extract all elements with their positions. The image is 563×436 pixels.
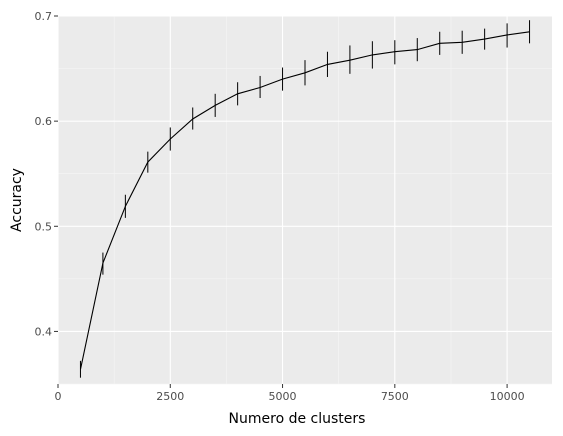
y-tick-label: 0.6: [35, 115, 53, 128]
x-tick-label: 10000: [490, 390, 525, 403]
x-tick-label: 5000: [269, 390, 297, 403]
y-axis-title: Accuracy: [9, 168, 25, 232]
x-axis-ticks: 0 2500 5000 7500 10000: [55, 384, 525, 403]
x-axis-title: Numero de clusters: [229, 411, 366, 427]
x-tick-label: 2500: [156, 390, 184, 403]
accuracy-series-line: [79, 31, 530, 370]
x-tick-label: 0: [55, 390, 62, 403]
y-tick-label: 0.5: [35, 220, 53, 233]
y-tick-label: 0.4: [35, 325, 53, 338]
minor-gridlines: [58, 16, 552, 385]
y-tick-label: 0.7: [35, 10, 53, 23]
x-tick-label: 7500: [381, 390, 409, 403]
y-axis-ticks: 0.4 0.5 0.6 0.7: [35, 10, 58, 338]
